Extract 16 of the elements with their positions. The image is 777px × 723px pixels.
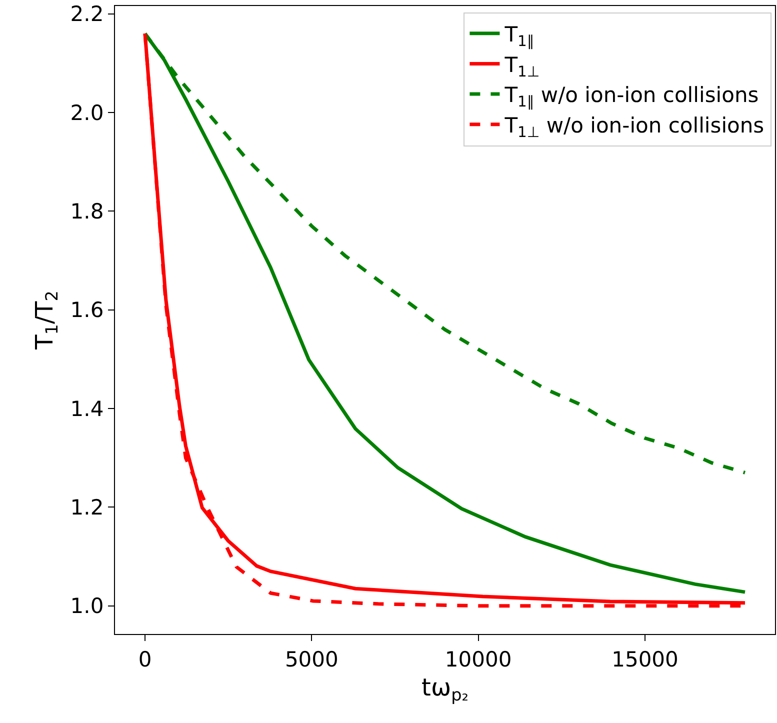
x-tick-label: 5000	[284, 647, 338, 672]
legend-label: T$_{1∥}$ w/o ion-ion collisions	[504, 83, 759, 111]
x-tick-label: 15000	[612, 647, 678, 672]
y-tick-label: 1.0	[70, 594, 104, 618]
legend-label: T$_{1⊥}$ w/o ion-ion collisions	[504, 114, 764, 141]
y-tick-label: 2.0	[70, 100, 104, 125]
legend-label: T$_{1⊥}$	[504, 52, 540, 80]
x-tick-label: 0	[138, 647, 152, 672]
y-tick-label: 2.2	[70, 2, 104, 26]
y-tick-label: 1.6	[70, 298, 104, 322]
x-tick-label: 10000	[444, 647, 512, 672]
y-tick-label: 1.8	[70, 200, 104, 224]
x-axis-title: tω$_{p₂}$	[422, 674, 468, 705]
y-tick-label: 1.2	[70, 496, 104, 520]
y-tick-label: 1.4	[70, 396, 104, 421]
legend-label: T$_{1∥}$	[504, 22, 534, 50]
